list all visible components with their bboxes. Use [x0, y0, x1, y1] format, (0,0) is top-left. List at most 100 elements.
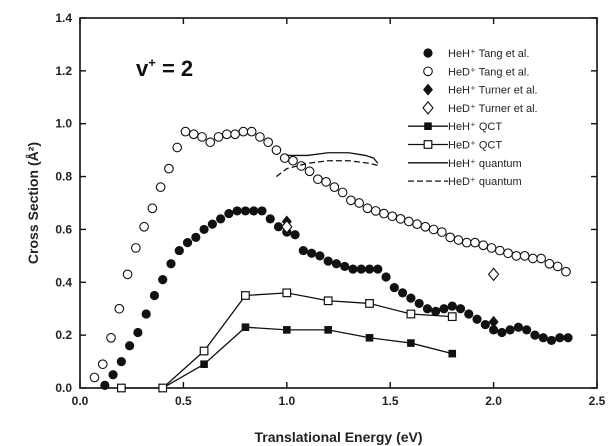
- legend-entry: HeH⁺ quantum: [408, 158, 522, 170]
- y-tick-label: 0.2: [55, 328, 72, 342]
- data-point: [273, 222, 284, 232]
- data-point: [155, 182, 166, 192]
- data-point: [447, 312, 457, 322]
- data-point: [439, 304, 449, 314]
- data-point: [180, 126, 191, 137]
- data-point: [191, 232, 201, 242]
- data-point: [536, 253, 547, 264]
- data-point: [213, 132, 224, 142]
- data-point: [478, 240, 489, 251]
- data-point: [164, 163, 174, 174]
- vibrational-state-annotation: v+ = 2: [136, 55, 193, 81]
- legend-marker: [423, 66, 433, 77]
- data-point: [106, 332, 116, 343]
- axis-ticks: 0.0 0.5 1.0 1.5 2.0 2.5 0.0 0.2 0.4 0.6 0.8 1.0 1.2 1…: [55, 11, 605, 408]
- data-point: [412, 219, 422, 229]
- data-point: [122, 269, 133, 280]
- data-point: [561, 266, 571, 277]
- data-point: [437, 227, 447, 237]
- data-point: [488, 315, 499, 328]
- data-point: [149, 290, 160, 301]
- data-series: [89, 126, 573, 393]
- data-point: [116, 383, 126, 393]
- legend-entry: HeD⁺ QCT: [408, 140, 502, 152]
- data-point: [340, 261, 350, 272]
- data-point: [174, 245, 184, 256]
- legend-label: HeD⁺ Turner et al.: [448, 103, 538, 115]
- data-point: [497, 327, 507, 338]
- data-point: [530, 330, 540, 340]
- data-point: [197, 132, 207, 142]
- series-line: [286, 152, 379, 164]
- data-point: [238, 126, 249, 137]
- data-point: [304, 166, 315, 177]
- data-point: [453, 235, 464, 245]
- y-axis-title: Cross Section (Å²): [25, 142, 41, 264]
- series-line: [121, 292, 453, 389]
- data-point: [337, 187, 348, 198]
- plot-area-border: [79, 17, 598, 389]
- data-point: [249, 206, 259, 216]
- y-tick-label: 1.0: [55, 117, 72, 131]
- data-point: [447, 301, 457, 311]
- data-point: [224, 208, 234, 219]
- data-point: [563, 333, 573, 343]
- data-point: [370, 206, 381, 216]
- data-point: [182, 238, 193, 248]
- data-point: [538, 333, 548, 343]
- data-point: [290, 230, 300, 240]
- data-point: [472, 314, 482, 324]
- annotation-rest: = 2: [156, 56, 193, 81]
- annotation-base: v: [136, 56, 149, 81]
- data-point: [166, 259, 176, 269]
- data-point: [296, 161, 307, 171]
- data-point: [522, 325, 532, 335]
- data-point: [480, 319, 490, 330]
- data-point: [464, 309, 474, 319]
- series-6: [286, 152, 379, 164]
- data-point: [158, 383, 168, 393]
- series-1: [89, 126, 571, 383]
- data-point: [555, 333, 565, 343]
- data-point: [241, 291, 250, 300]
- series-line: [276, 160, 381, 178]
- data-point: [199, 224, 209, 235]
- data-point: [420, 221, 431, 232]
- data-point: [147, 203, 158, 214]
- data-point: [271, 145, 282, 155]
- x-axis-title: Translational Energy (eV): [254, 429, 422, 445]
- data-point: [398, 288, 408, 298]
- data-point: [172, 142, 183, 153]
- x-tick-label: 0.5: [175, 394, 192, 408]
- data-point: [489, 325, 499, 335]
- data-point: [89, 372, 100, 383]
- data-point: [431, 306, 441, 316]
- data-point: [324, 326, 332, 334]
- legend-entry: HeH⁺ Turner et al.: [423, 83, 538, 97]
- legend-label: HeH⁺ QCT: [448, 121, 502, 133]
- data-point: [232, 206, 242, 216]
- data-point: [133, 327, 143, 338]
- data-point: [282, 288, 292, 298]
- y-tick-label: 0.6: [55, 222, 72, 236]
- data-point: [362, 203, 373, 214]
- data-point: [221, 129, 232, 140]
- data-point: [200, 360, 208, 369]
- data-point: [461, 237, 472, 248]
- data-point: [241, 323, 250, 332]
- data-point: [108, 370, 118, 380]
- legend-entry: HeD⁺ Turner et al.: [422, 101, 538, 115]
- data-point: [445, 232, 456, 243]
- data-point: [407, 339, 415, 347]
- legend-marker: [424, 122, 432, 130]
- legend-label: HeD⁺ QCT: [448, 140, 502, 152]
- legend-label: HeH⁺ quantum: [448, 158, 522, 170]
- x-tick-label: 2.0: [485, 394, 502, 408]
- data-point: [519, 251, 530, 261]
- data-point: [470, 237, 480, 248]
- data-point: [323, 256, 333, 266]
- data-point: [552, 261, 563, 272]
- legend-marker: [423, 83, 433, 96]
- data-point: [389, 282, 399, 293]
